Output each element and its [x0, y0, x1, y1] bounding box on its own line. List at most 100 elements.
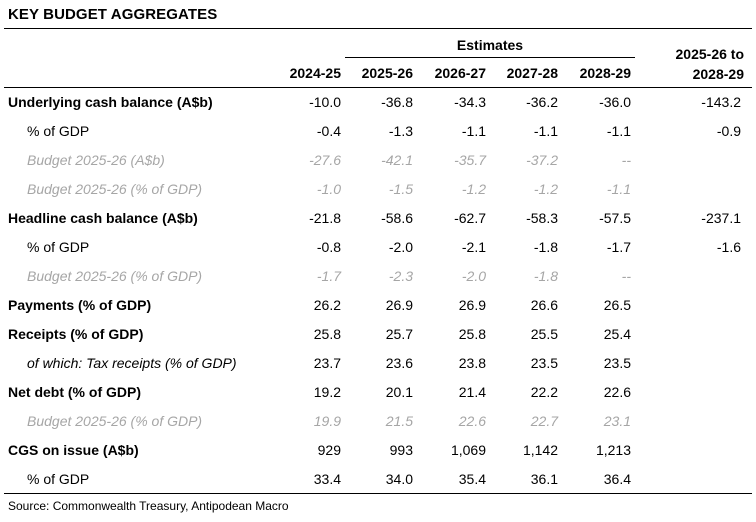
table-cell: -34.3 — [454, 94, 486, 110]
table-cell: -1.2 — [461, 181, 486, 197]
table-title: KEY BUDGET AGGREGATES — [8, 6, 218, 23]
row-label: % of GDP — [27, 239, 90, 255]
table-cell: 34.0 — [385, 471, 413, 487]
year-header: 2024-25 — [289, 65, 341, 81]
table-cell: 993 — [389, 442, 413, 458]
title-rule — [4, 28, 752, 29]
table-cell: -36.8 — [381, 94, 413, 110]
table-cell: -0.4 — [316, 123, 341, 139]
table-cell: 22.2 — [530, 384, 558, 400]
table-cell: 1,213 — [595, 442, 631, 458]
table-cell: -- — [621, 268, 631, 284]
table-cell: -0.8 — [316, 239, 341, 255]
row-label: Budget 2025-26 (% of GDP) — [27, 413, 203, 429]
range-total-cell: -237.1 — [701, 210, 741, 226]
table-cell: -58.3 — [526, 210, 558, 226]
row-label: Receipts (% of GDP) — [8, 326, 144, 342]
table-row: Receipts (% of GDP) 25.8 25.7 25.8 25.5 25.4 — [0, 320, 756, 349]
header-rule — [4, 87, 752, 88]
table-cell: 1,069 — [450, 442, 486, 458]
table-cell: 929 — [317, 442, 341, 458]
table-cell: -1.2 — [533, 181, 558, 197]
table-cell: -2.0 — [461, 268, 486, 284]
table-row: % of GDP 33.4 34.0 35.4 36.1 36.4 — [0, 465, 756, 494]
table-cell: -58.6 — [381, 210, 413, 226]
table-cell: -57.5 — [599, 210, 631, 226]
row-label: % of GDP — [27, 123, 90, 139]
table-cell: -1.8 — [533, 268, 558, 284]
table-cell: -1.1 — [533, 123, 558, 139]
table-cell: -1.7 — [606, 239, 631, 255]
row-label: Payments (% of GDP) — [8, 297, 152, 313]
year-header: 2025-26 — [361, 65, 413, 81]
range-header-line2: 2028-29 — [692, 66, 744, 82]
row-label: of which: Tax receipts (% of GDP) — [27, 355, 237, 371]
row-label: Net debt (% of GDP) — [8, 384, 141, 400]
table-cell: 25.4 — [603, 326, 631, 342]
table-row: Budget 2025-26 (% of GDP) -1.7 -2.3 -2.0 -1.… — [0, 262, 756, 291]
table-cell: 21.5 — [385, 413, 413, 429]
range-total-cell: -0.9 — [716, 123, 741, 139]
table-row: Underlying cash balance (A$b) -10.0 -36.8 -… — [0, 88, 756, 117]
table-row: of which: Tax receipts (% of GDP) 23.7 23.… — [0, 349, 756, 378]
table-cell: 23.6 — [385, 355, 413, 371]
table-cell: 19.2 — [313, 384, 341, 400]
table-cell: -36.2 — [526, 94, 558, 110]
year-header: 2028-29 — [579, 65, 631, 81]
table-cell: -1.1 — [606, 123, 631, 139]
table-cell: -1.5 — [388, 181, 413, 197]
bottom-rule — [4, 493, 752, 494]
table-row: % of GDP -0.8 -2.0 -2.1 -1.8 -1.7 -1.6 — [0, 233, 756, 262]
table-cell: 21.4 — [458, 384, 486, 400]
table-cell: 22.6 — [458, 413, 486, 429]
table-cell: 23.1 — [603, 413, 631, 429]
table-cell: 19.9 — [313, 413, 341, 429]
year-header: 2027-28 — [506, 65, 558, 81]
table-cell: 23.5 — [603, 355, 631, 371]
table-cell: 26.9 — [458, 297, 486, 313]
table-cell: -1.3 — [388, 123, 413, 139]
table-cell: 22.7 — [530, 413, 558, 429]
table-cell: -1.8 — [533, 239, 558, 255]
table-row: Budget 2025-26 (% of GDP) -1.0 -1.5 -1.2 -1.… — [0, 175, 756, 204]
table-row: Headline cash balance (A$b) -21.8 -58.6 -62… — [0, 204, 756, 233]
row-label: Budget 2025-26 (% of GDP) — [27, 181, 203, 197]
table-cell: -35.7 — [454, 152, 486, 168]
estimates-header: Estimates — [456, 37, 524, 53]
table-cell: -2.0 — [388, 239, 413, 255]
row-label: Headline cash balance (A$b) — [8, 210, 198, 226]
table-cell: -27.6 — [309, 152, 341, 168]
row-label: Underlying cash balance (A$b) — [8, 94, 213, 110]
table-row: Payments (% of GDP) 26.2 26.9 26.9 26.6 26.5 — [0, 291, 756, 320]
row-label: % of GDP — [27, 471, 90, 487]
table-cell: -21.8 — [309, 210, 341, 226]
table-cell: 36.1 — [530, 471, 558, 487]
table-cell: 23.8 — [458, 355, 486, 371]
range-total-cell: -143.2 — [701, 94, 741, 110]
table-row: Budget 2025-26 (% of GDP) 19.9 21.5 22.6 22.… — [0, 407, 756, 436]
source-note: Source: Commonwealth Treasury, Antipodea… — [8, 499, 289, 513]
range-header-line1: 2025-26 to — [675, 46, 744, 62]
table-cell: 36.4 — [603, 471, 631, 487]
table-cell: 33.4 — [313, 471, 341, 487]
table-cell: 26.2 — [313, 297, 341, 313]
table-cell: 35.4 — [458, 471, 486, 487]
table-cell: -1.1 — [606, 181, 631, 197]
table-cell: 26.5 — [603, 297, 631, 313]
table-cell: 25.8 — [313, 326, 341, 342]
range-total-cell: -1.6 — [716, 239, 741, 255]
year-header: 2026-27 — [434, 65, 486, 81]
table-cell: -1.0 — [316, 181, 341, 197]
table-cell: -10.0 — [309, 94, 341, 110]
table-cell: -37.2 — [526, 152, 558, 168]
table-cell: 25.8 — [458, 326, 486, 342]
table-cell: 23.7 — [313, 355, 341, 371]
row-label: CGS on issue (A$b) — [8, 442, 139, 458]
row-label: Budget 2025-26 (% of GDP) — [27, 268, 203, 284]
table-cell: 20.1 — [385, 384, 413, 400]
table-cell: 25.7 — [385, 326, 413, 342]
table-cell: 1,142 — [522, 442, 558, 458]
table-row: % of GDP -0.4 -1.3 -1.1 -1.1 -1.1 -0.9 — [0, 117, 756, 146]
table-cell: 23.5 — [530, 355, 558, 371]
table-cell: -36.0 — [599, 94, 631, 110]
